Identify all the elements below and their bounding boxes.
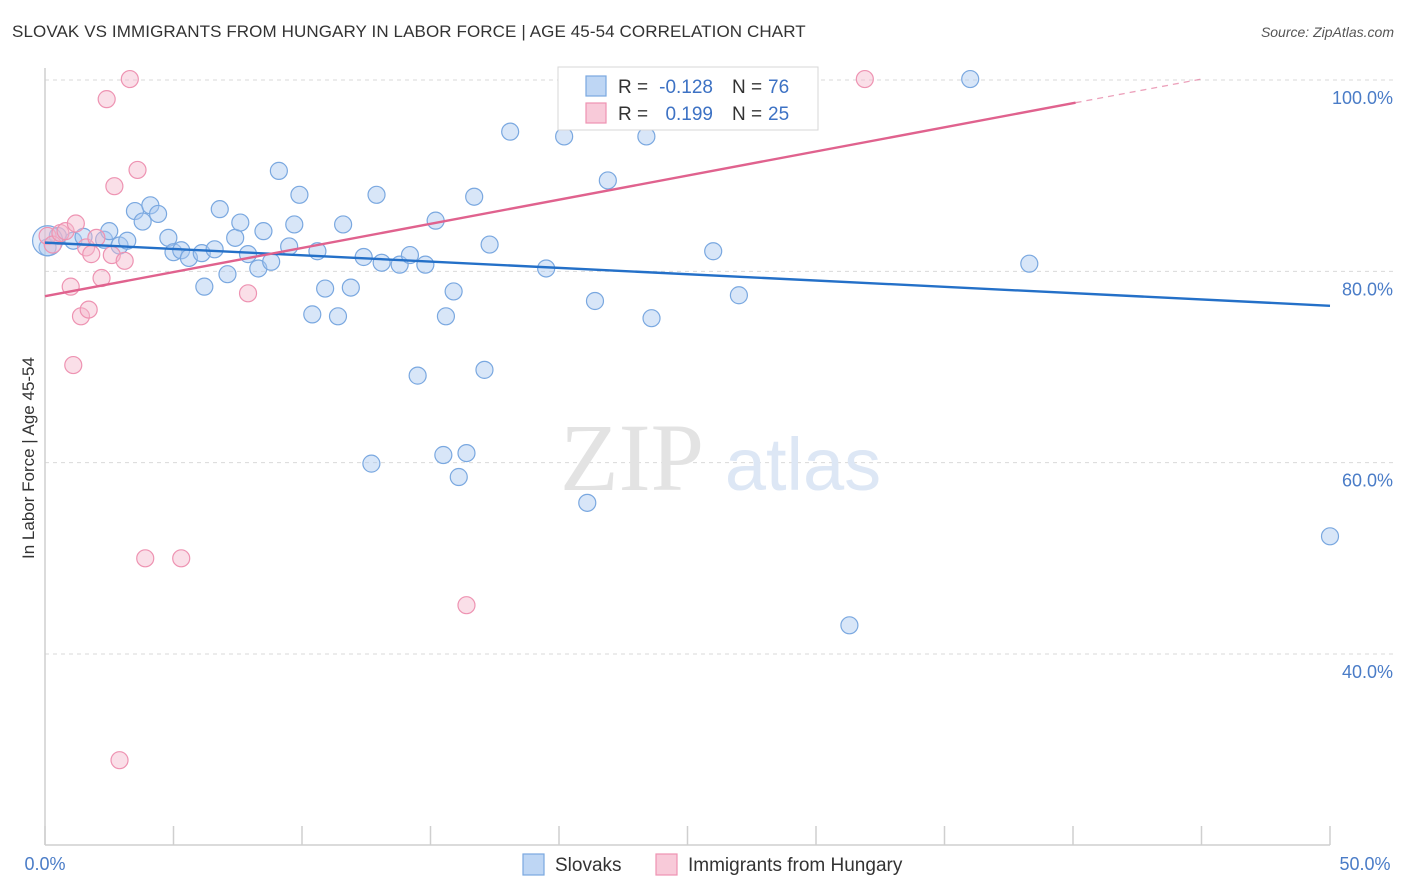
hungary-point [105,177,124,196]
slovaks-point [1020,254,1039,273]
slovaks-point [1320,527,1340,546]
hungary-point [115,251,134,270]
hungary-point [238,284,258,303]
slovaks-point [416,255,435,274]
slovaks-point [218,265,237,284]
slovaks-point [480,235,499,254]
slovaks-point [328,307,348,326]
hungary-point [82,245,101,264]
hungary-point [97,90,116,109]
hungary-point [457,596,476,615]
bottom-legend-label-slovaks: Slovaks [555,855,622,876]
grid-lines [45,79,1395,655]
slovaks-point [254,222,273,241]
hungary-point [172,549,191,568]
y-tick-label: 60.0% [1342,471,1393,491]
bottom-legend-swatch-slovaks [522,853,545,876]
watermark: ZIP atlas [560,404,881,511]
trend-line-extension [1075,78,1202,104]
slovaks-point [133,212,152,231]
hungary-point [110,751,129,770]
hungary-point [79,300,98,319]
trend-line-hungary [44,101,1076,298]
watermark-atlas: atlas [725,423,881,506]
slovaks-point [316,279,335,298]
watermark-zip: ZIP [560,404,704,511]
legend-n-label-slovaks: N = [732,77,762,98]
slovaks-point [408,366,427,385]
x-tick-labels: 0.0% 50.0% [24,854,1390,874]
legend-r-value-hungary: 0.199 [665,104,713,125]
slovaks-point [367,185,386,204]
slovaks-point [585,291,605,311]
legend-r-value-slovaks: -0.128 [659,77,713,98]
slovaks-point [457,444,476,463]
series-legend: Slovaks Immigrants from Hungary [522,853,903,876]
hungary-point [66,214,85,233]
slovaks-points [31,69,1340,635]
legend-n-value-slovaks: 76 [768,77,789,98]
hungary-point [128,160,147,180]
hungary-point [64,355,83,375]
slovaks-point [285,215,304,234]
slovaks-point [840,616,859,635]
slovaks-point [642,309,661,328]
slovaks-point [159,228,178,247]
x-tick-label: 50.0% [1339,854,1390,874]
y-axis-title: In Labor Force | Age 45-54 [19,357,38,559]
slovaks-point [205,240,224,259]
axes [44,68,1331,846]
slovaks-point [231,213,250,232]
trend-line-slovaks [44,241,1331,307]
x-tick-label: 0.0% [24,854,65,874]
hungary-point [136,549,155,568]
trend-lines [44,78,1331,307]
legend-swatch-slovaks [585,75,607,97]
slovaks-point [465,187,484,206]
slovaks-point [341,278,360,297]
slovaks-point [118,231,137,250]
slovaks-point [501,122,520,141]
y-tick-label: 80.0% [1342,279,1393,299]
hungary-point [120,69,139,89]
hungary-point [855,69,874,89]
slovaks-point [449,467,468,487]
y-tick-label: 100.0% [1332,88,1393,108]
slovaks-point [226,228,245,247]
bottom-legend-label-hungary: Immigrants from Hungary [688,855,903,876]
legend-n-value-hungary: 25 [768,104,789,125]
legend-swatch-hungary [585,102,607,124]
slovaks-point [195,277,214,296]
slovaks-point [578,493,597,512]
legend-r-label-slovaks: R = [618,77,648,98]
slovaks-point [303,305,322,324]
slovaks-point [372,253,391,272]
hungary-points [38,69,874,770]
source-credit: Source: ZipAtlas.com [1260,24,1394,40]
slovaks-point [436,307,456,326]
slovaks-point [729,286,749,305]
slovaks-point [148,204,168,224]
y-tick-labels: 40.0% 60.0% 80.0% 100.0% [1332,88,1393,682]
legend-n-label-hungary: N = [732,104,762,125]
slovaks-point [598,171,617,190]
slovaks-point [290,185,309,204]
slovaks-point [475,360,494,379]
slovaks-point [434,445,453,465]
y-tick-label: 40.0% [1342,662,1393,682]
slovaks-point [269,161,288,180]
slovaks-point [334,215,353,234]
legend-r-label-hungary: R = [618,104,648,125]
stats-legend: R = -0.128 N = 76 R = 0.199 N = 25 [557,66,819,131]
bottom-legend-swatch-hungary [655,853,678,876]
slovaks-point [961,69,980,89]
hungary-point [56,222,75,241]
slovaks-point [444,282,463,301]
slovaks-point [704,242,723,261]
slovaks-point [362,454,381,473]
slovaks-point [210,200,229,219]
chart-title: SLOVAK VS IMMIGRANTS FROM HUNGARY IN LAB… [12,22,806,41]
